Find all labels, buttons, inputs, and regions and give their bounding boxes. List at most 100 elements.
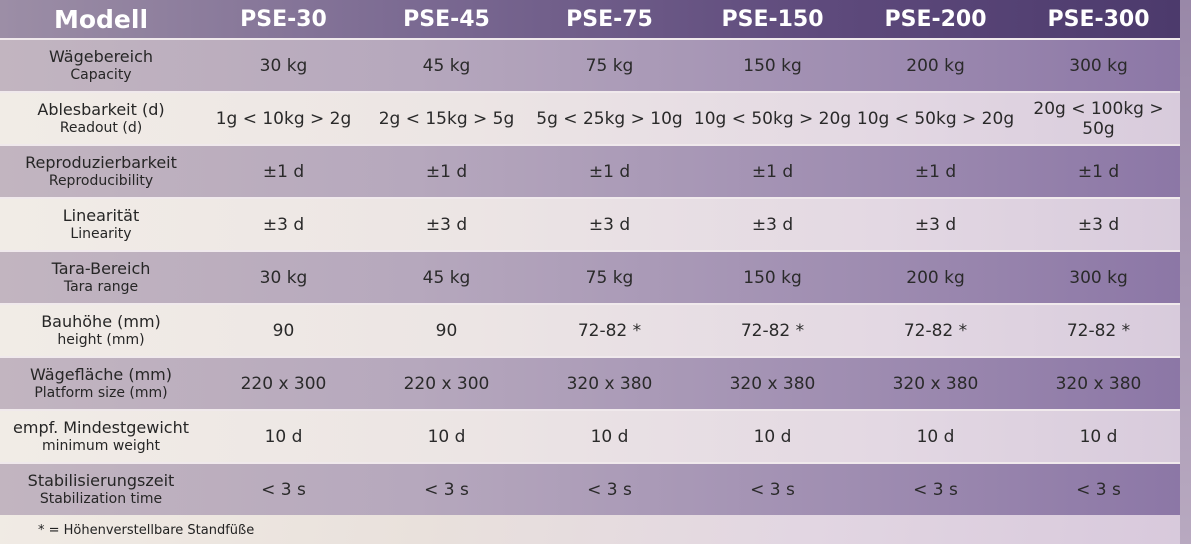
table-cell: < 3 s: [750, 479, 795, 500]
table-cell: 300 kg: [1069, 55, 1128, 76]
table-cell: 220 x 300: [403, 373, 490, 394]
table-cell: 45 kg: [422, 267, 471, 288]
table-cell: ±1 d: [914, 161, 957, 182]
header-model-label: Modell: [53, 4, 149, 34]
row-label-de: Bauhöhe (mm): [41, 312, 161, 331]
table-row: empf. Mindestgewicht minimum weight 10 d…: [0, 409, 1180, 462]
table-cell: 1g < 10kg > 2g: [215, 108, 352, 129]
table-cell: 10 d: [1079, 426, 1118, 447]
table-row: Linearität Linearity ±3 d ±3 d ±3 d ±3 d…: [0, 197, 1180, 250]
row-label: Ablesbarkeit (d) Readout (d): [0, 93, 202, 144]
row-label-de: empf. Mindestgewicht: [13, 418, 189, 437]
table-row: Wägebereich Capacity 30 kg 45 kg 75 kg 1…: [0, 38, 1180, 91]
row-label-de: Ablesbarkeit (d): [37, 100, 165, 119]
row-label-de: Wägebereich: [48, 47, 154, 66]
table-cell: 320 x 380: [729, 373, 816, 394]
table-cell: 30 kg: [259, 55, 308, 76]
table-cell: < 3 s: [587, 479, 632, 500]
table-cell: 10g < 50kg > 20g: [856, 108, 1015, 129]
table-cell: 45 kg: [422, 55, 471, 76]
table-cell: 72-82 *: [1066, 320, 1131, 341]
row-label-en: Stabilization time: [39, 491, 163, 507]
table-cell: 200 kg: [906, 55, 965, 76]
row-label: Stabilisierungszeit Stabilization time: [0, 464, 202, 515]
table-row: Tara-Bereich Tara range 30 kg 45 kg 75 k…: [0, 250, 1180, 303]
right-edge-strip: [1180, 0, 1191, 544]
table-cell: 320 x 380: [566, 373, 653, 394]
header-model: PSE-150: [721, 6, 824, 32]
table-cell: 150 kg: [743, 267, 802, 288]
table-header: Modell PSE-30 PSE-45 PSE-75 PSE-150 PSE-…: [0, 0, 1180, 38]
table-row: Stabilisierungszeit Stabilization time <…: [0, 462, 1180, 515]
row-label-de: Tara-Bereich: [51, 259, 151, 278]
row-label: Bauhöhe (mm) height (mm): [0, 305, 202, 356]
row-label-de: Linearität: [62, 206, 140, 225]
table-cell: ±3 d: [751, 214, 794, 235]
table-cell: 30 kg: [259, 267, 308, 288]
table-cell: ±3 d: [425, 214, 468, 235]
row-label: Wägebereich Capacity: [0, 40, 202, 91]
table-cell: 72-82 *: [577, 320, 642, 341]
row-label-en: height (mm): [57, 332, 145, 348]
row-label-en: Capacity: [70, 67, 132, 83]
table-cell: ±3 d: [914, 214, 957, 235]
table-cell: 300 kg: [1069, 267, 1128, 288]
table-row: Bauhöhe (mm) height (mm) 90 90 72-82 * 7…: [0, 303, 1180, 356]
table-cell: 90: [435, 320, 458, 341]
table-cell: ±1 d: [262, 161, 305, 182]
header-model: PSE-75: [566, 6, 653, 32]
header-model: PSE-300: [1047, 6, 1150, 32]
table-cell: < 3 s: [261, 479, 306, 500]
footnote: * = Höhenverstellbare Standfüße: [38, 523, 255, 538]
table-cell: 5g < 25kg > 10g: [536, 108, 683, 129]
table-row: Wägefläche (mm) Platform size (mm) 220 x…: [0, 356, 1180, 409]
table-cell: < 3 s: [913, 479, 958, 500]
spec-table: Modell PSE-30 PSE-45 PSE-75 PSE-150 PSE-…: [0, 0, 1180, 515]
table-cell: 90: [272, 320, 295, 341]
row-label: Reproduzierbarkeit Reproducibility: [0, 146, 202, 197]
table-cell: 10 d: [916, 426, 955, 447]
row-label-en: Linearity: [70, 226, 132, 242]
row-label-de: Stabilisierungszeit: [27, 471, 175, 490]
table-cell: 72-82 *: [740, 320, 805, 341]
table-cell: 75 kg: [585, 55, 634, 76]
table-row: Ablesbarkeit (d) Readout (d) 1g < 10kg >…: [0, 91, 1180, 144]
table-cell: < 3 s: [424, 479, 469, 500]
table-cell: 200 kg: [906, 267, 965, 288]
table-cell: 72-82 *: [903, 320, 968, 341]
table-cell: 10g < 50kg > 20g: [693, 108, 852, 129]
row-label-en: Tara range: [63, 279, 139, 295]
table-cell: 2g < 15kg > 5g: [378, 108, 515, 129]
row-label-en: Readout (d): [59, 120, 143, 136]
row-label-en: Platform size (mm): [34, 385, 168, 401]
row-label-de: Wägefläche (mm): [29, 365, 172, 384]
table-cell: 10 d: [427, 426, 466, 447]
table-cell: 20g < 100kg > 50g: [1033, 98, 1164, 139]
table-cell: ±3 d: [262, 214, 305, 235]
table-cell: ±1 d: [588, 161, 631, 182]
row-label: empf. Mindestgewicht minimum weight: [0, 411, 202, 462]
table-cell: 10 d: [590, 426, 629, 447]
table-cell: ±3 d: [588, 214, 631, 235]
table-cell: 10 d: [264, 426, 303, 447]
table-cell: 75 kg: [585, 267, 634, 288]
row-label-en: minimum weight: [41, 438, 161, 454]
table-cell: ±3 d: [1077, 214, 1120, 235]
table-row: Reproduzierbarkeit Reproducibility ±1 d …: [0, 144, 1180, 197]
table-cell: 150 kg: [743, 55, 802, 76]
header-model: PSE-200: [884, 6, 987, 32]
table-cell: 10 d: [753, 426, 792, 447]
row-label: Linearität Linearity: [0, 199, 202, 250]
row-label-de: Reproduzierbarkeit: [25, 153, 177, 172]
header-model: PSE-45: [403, 6, 490, 32]
table-cell: 320 x 380: [892, 373, 979, 394]
table-cell: ±1 d: [1077, 161, 1120, 182]
table-cell: 220 x 300: [240, 373, 327, 394]
table-cell: ±1 d: [425, 161, 468, 182]
row-label-en: Reproducibility: [48, 173, 154, 189]
row-label: Wägefläche (mm) Platform size (mm): [0, 358, 202, 409]
table-cell: 320 x 380: [1055, 373, 1142, 394]
header-model: PSE-30: [240, 6, 327, 32]
table-cell: ±1 d: [751, 161, 794, 182]
row-label: Tara-Bereich Tara range: [0, 252, 202, 303]
